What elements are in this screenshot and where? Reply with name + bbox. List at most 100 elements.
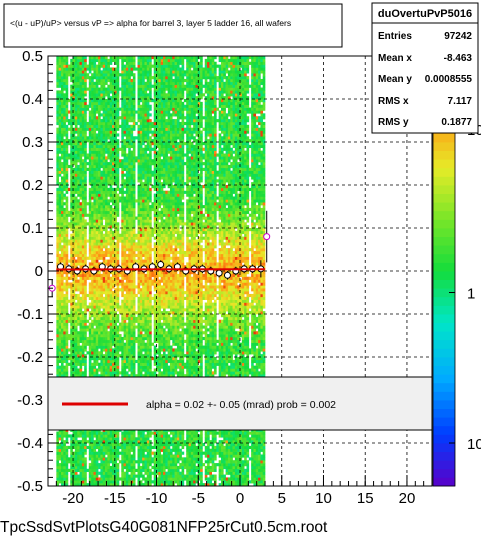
heatmap-cell <box>128 443 131 447</box>
heatmap-cell <box>84 319 87 323</box>
heatmap-cell <box>142 271 145 275</box>
heatmap-cell <box>74 325 78 329</box>
heatmap-cell <box>58 81 62 85</box>
heatmap-cell <box>60 259 64 263</box>
heatmap-cell <box>60 336 64 341</box>
heatmap-cell <box>135 336 138 341</box>
heatmap-cell <box>102 325 106 329</box>
heatmap-cell <box>116 451 120 455</box>
heatmap-cell <box>77 153 80 157</box>
heatmap-cell <box>95 124 99 128</box>
heatmap-cell <box>98 374 101 378</box>
heatmap-cell <box>132 316 136 321</box>
heatmap-cell <box>114 362 117 366</box>
heatmap-cell <box>81 216 85 220</box>
heatmap-cell <box>86 431 90 435</box>
heatmap-cell <box>128 256 131 260</box>
heatmap-cell <box>88 443 92 447</box>
heatmap-cell <box>79 133 83 137</box>
heatmap-cell <box>84 374 87 378</box>
heatmap-cell <box>58 213 62 217</box>
heatmap-cell <box>130 248 134 252</box>
heatmap-cell <box>107 136 110 140</box>
heatmap-cell <box>74 434 78 438</box>
heatmap-cell <box>132 76 136 80</box>
heatmap-cell <box>123 70 127 74</box>
heatmap-cell <box>67 362 71 366</box>
heatmap-cell <box>72 193 76 197</box>
heatmap-cell <box>100 291 104 295</box>
heatmap-cell <box>139 354 143 358</box>
heatmap-cell <box>70 176 73 180</box>
heatmap-cell <box>72 454 76 458</box>
heatmap-cell <box>102 193 106 197</box>
heatmap-cell <box>60 371 64 375</box>
heatmap-cell <box>88 365 92 369</box>
heatmap-cell <box>137 144 141 149</box>
heatmap-cell <box>137 193 141 197</box>
heatmap-cell <box>105 465 108 470</box>
heatmap-cell <box>132 328 136 332</box>
heatmap-cell <box>58 230 62 235</box>
heatmap-cell <box>135 253 138 257</box>
heatmap-cell <box>139 127 143 131</box>
heatmap-cell <box>93 113 97 117</box>
heatmap-cell <box>60 443 64 447</box>
heatmap-cell <box>91 225 94 229</box>
heatmap-cell <box>116 121 120 126</box>
heatmap-cell <box>74 187 78 192</box>
heatmap-cell <box>121 348 124 352</box>
heatmap-cell <box>98 202 101 206</box>
heatmap-cell <box>93 199 97 203</box>
heatmap-cell <box>130 322 134 326</box>
heatmap-cell <box>91 64 94 68</box>
heatmap-cell <box>123 293 127 298</box>
heatmap-cell <box>102 78 106 83</box>
heatmap-cell <box>130 182 134 186</box>
heatmap-cell <box>100 113 104 117</box>
heatmap-cell <box>123 121 127 126</box>
heatmap-cell <box>77 213 80 217</box>
heatmap-cell <box>86 339 90 343</box>
heatmap-cell <box>132 285 136 289</box>
heatmap-cell <box>107 262 110 266</box>
heatmap-cell <box>139 434 143 438</box>
heatmap-cell <box>123 185 127 189</box>
heatmap-cell <box>116 296 120 300</box>
heatmap-cell <box>135 242 138 246</box>
heatmap-cell <box>74 293 78 298</box>
heatmap-cell <box>65 84 69 88</box>
heatmap-cell <box>58 167 62 171</box>
heatmap-cell <box>91 259 94 263</box>
heatmap-cell <box>125 357 129 361</box>
heatmap-cell <box>74 119 78 123</box>
heatmap-cell <box>77 127 80 131</box>
heatmap-cell <box>116 293 120 298</box>
heatmap-cell <box>105 202 108 206</box>
heatmap-cell <box>100 311 104 315</box>
heatmap-cell <box>93 213 97 217</box>
heatmap-cell <box>112 250 115 255</box>
heatmap-cell <box>95 359 99 364</box>
heatmap-cell <box>114 319 117 323</box>
heatmap-cell <box>121 262 124 266</box>
heatmap-cell <box>79 110 83 114</box>
heatmap-cell <box>81 99 85 103</box>
heatmap-cell <box>81 463 85 467</box>
heatmap-cell <box>121 193 124 197</box>
heatmap-cell <box>93 81 97 85</box>
heatmap-cell <box>114 228 117 232</box>
heatmap-cell <box>70 127 73 131</box>
heatmap-cell <box>116 248 120 252</box>
heatmap-cell <box>121 259 124 263</box>
heatmap-cell <box>132 187 136 192</box>
heatmap-cell <box>88 216 92 220</box>
heatmap-cell <box>109 474 113 478</box>
heatmap-cell <box>107 299 110 303</box>
heatmap-cell <box>91 101 94 106</box>
heatmap-cell <box>137 58 141 63</box>
heatmap-cell <box>93 245 97 249</box>
heatmap-cell <box>98 127 101 131</box>
heatmap-cell <box>84 185 87 189</box>
heatmap-cell <box>98 78 101 83</box>
